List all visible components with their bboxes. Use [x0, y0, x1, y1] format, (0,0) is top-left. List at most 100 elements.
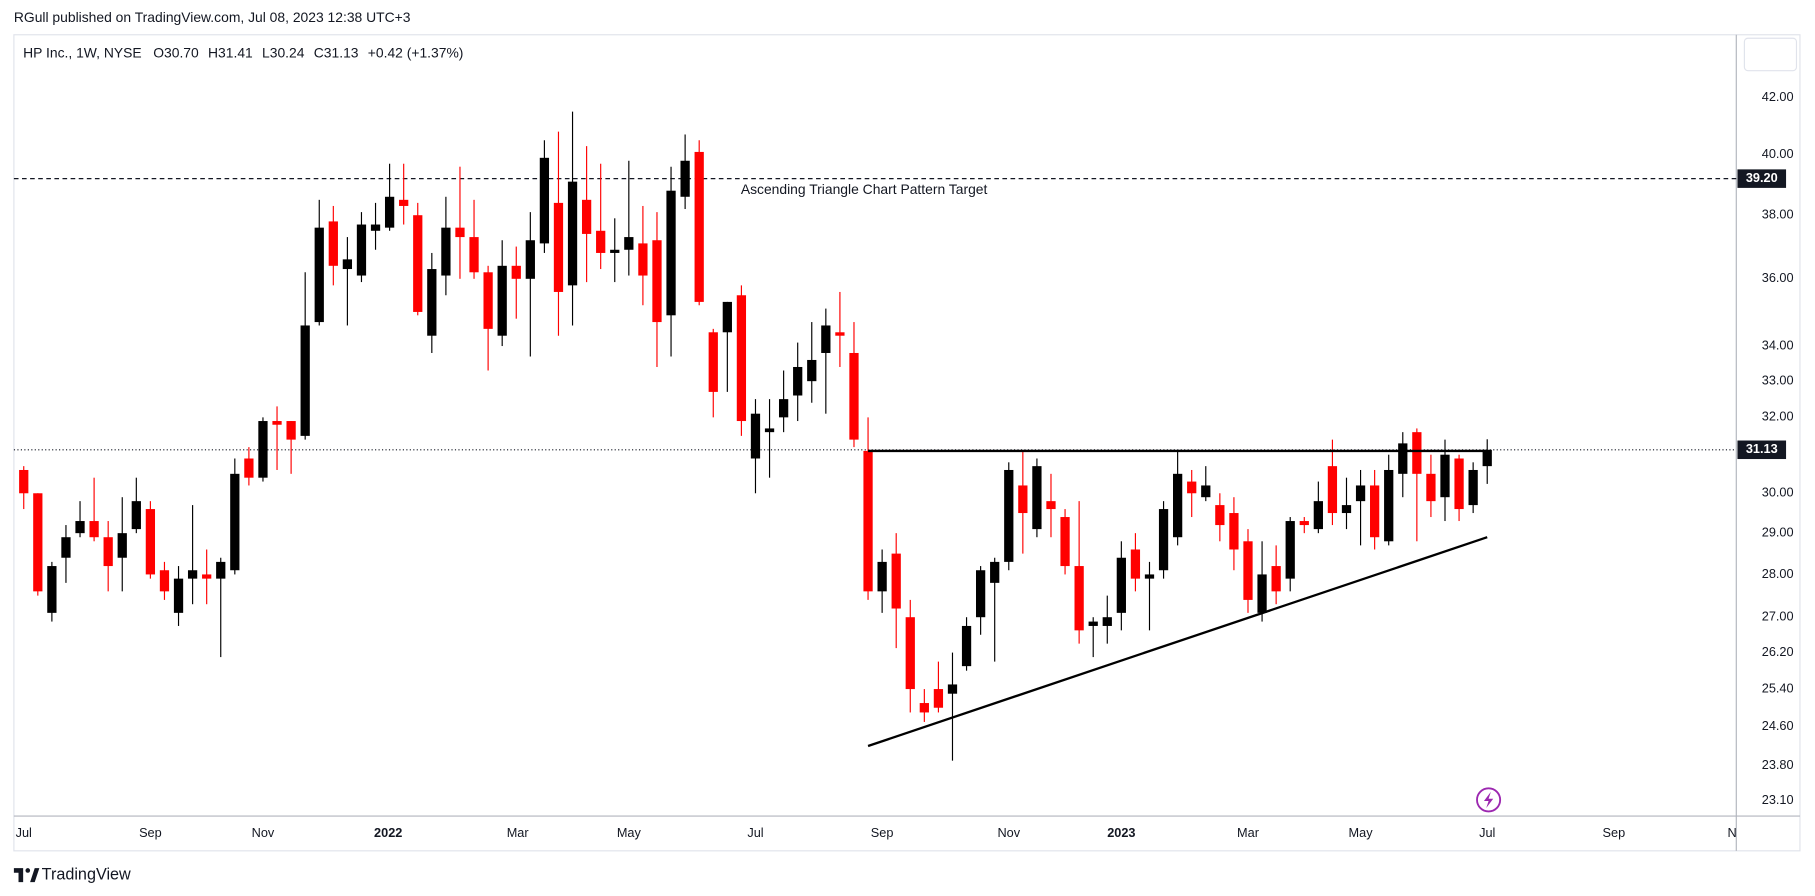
- logo-mark: [13, 868, 24, 883]
- candle-body: [610, 249, 620, 253]
- y-tick-label: 24.60: [1762, 718, 1794, 733]
- brand-logo: [13, 868, 40, 883]
- candle-body: [173, 578, 184, 613]
- candle-body: [708, 332, 718, 392]
- axis-settings-box[interactable]: [1743, 37, 1798, 72]
- x-tick-label: N: [1727, 825, 1736, 840]
- candle-body: [1257, 574, 1267, 613]
- lightning-icon[interactable]: [1476, 787, 1502, 813]
- candle-body: [638, 243, 648, 276]
- y-tick-label: 33.00: [1762, 373, 1794, 388]
- x-tick-label: Nov: [252, 825, 275, 840]
- candle-body: [1285, 521, 1295, 579]
- candle-body: [272, 421, 282, 425]
- candle-body: [328, 221, 338, 266]
- candle-body: [469, 237, 479, 273]
- icon-bolt: [1483, 791, 1494, 808]
- x-tick-label: 2023: [1107, 825, 1135, 840]
- candle-body: [1468, 469, 1478, 506]
- candle-body: [384, 196, 395, 228]
- candle-body: [1313, 501, 1323, 530]
- x-tick-label: Mar: [1237, 825, 1260, 840]
- candle-body: [1243, 541, 1253, 600]
- candle-body: [990, 561, 1000, 583]
- target-price-box: [1737, 169, 1787, 188]
- candle-body: [1060, 517, 1070, 567]
- brand-name: TradingView: [42, 865, 131, 883]
- candle-body: [47, 566, 57, 613]
- logo-slash: [30, 868, 40, 883]
- y-tick-label: 29.00: [1762, 525, 1794, 540]
- candle-body: [187, 570, 198, 579]
- y-tick-label: 27.00: [1762, 609, 1794, 624]
- candle-body: [1426, 473, 1436, 502]
- ohlc-label: C: [314, 44, 324, 60]
- candle-body: [1370, 485, 1380, 538]
- y-tick-label: 26.20: [1762, 644, 1794, 659]
- x-tick-label: Mar: [507, 825, 530, 840]
- candle-body: [19, 469, 29, 494]
- candle-body: [666, 190, 676, 316]
- x-tick-label: Jul: [16, 825, 32, 840]
- last-price-box: [1737, 440, 1787, 460]
- candle-body: [258, 421, 268, 478]
- candle-body: [1032, 466, 1042, 530]
- ohlc-value: 30.70: [164, 44, 199, 60]
- symbol-name: HP Inc., 1W, NYSE: [23, 44, 142, 60]
- candle-body: [807, 359, 817, 382]
- candle-body: [919, 703, 929, 713]
- ohlc-label: H: [208, 44, 218, 60]
- candle-body: [1271, 566, 1281, 592]
- candle-body: [933, 689, 944, 708]
- y-tick-label: 40.00: [1762, 146, 1794, 161]
- candle-body: [849, 352, 859, 440]
- candle-body: [511, 265, 521, 279]
- candle-body: [778, 399, 789, 418]
- candle-body: [483, 272, 493, 329]
- candle-body: [1074, 566, 1084, 631]
- candle-body: [145, 509, 156, 575]
- candle-body: [216, 561, 226, 579]
- candle-body: [131, 501, 141, 530]
- candle-body: [624, 237, 634, 250]
- candle-body: [975, 570, 986, 618]
- candle-body: [75, 521, 85, 534]
- candle-body: [1018, 485, 1028, 514]
- candle-body: [1454, 458, 1464, 510]
- candle-body: [1229, 513, 1239, 550]
- candle-body: [455, 227, 465, 238]
- candle-body: [1187, 481, 1197, 494]
- candle-body: [581, 199, 592, 234]
- x-tick-label: Jul: [1479, 825, 1495, 840]
- candle-body: [1116, 557, 1126, 613]
- candle-body: [1482, 449, 1492, 467]
- x-tick-label: Sep: [871, 825, 894, 840]
- candle-body: [1384, 469, 1394, 542]
- candle-body: [596, 230, 606, 253]
- candle-body: [1046, 501, 1056, 510]
- candle-body: [553, 202, 564, 292]
- candle-body: [1398, 443, 1408, 474]
- candle-body: [1299, 521, 1309, 526]
- candle-body: [680, 160, 690, 197]
- candle-body: [427, 269, 437, 336]
- y-tick-label: 42.00: [1762, 89, 1794, 104]
- candle-body: [652, 240, 662, 323]
- last-price-label: 31.13: [1746, 441, 1778, 456]
- change-value: +0.42 (+1.37%): [368, 44, 464, 60]
- x-tick-label: 2022: [374, 825, 402, 840]
- candle-body: [33, 493, 43, 592]
- x-tick-label: May: [617, 825, 642, 840]
- x-tick-label: Jul: [747, 825, 763, 840]
- candle-body: [750, 413, 761, 459]
- candle-body: [413, 215, 423, 312]
- ohlc-value: 31.41: [218, 44, 253, 60]
- candle-body: [877, 561, 887, 592]
- logo-dot: [25, 868, 31, 873]
- candle-body: [1173, 473, 1183, 538]
- y-tick-label: 25.40: [1762, 680, 1794, 695]
- candle-body: [399, 199, 409, 206]
